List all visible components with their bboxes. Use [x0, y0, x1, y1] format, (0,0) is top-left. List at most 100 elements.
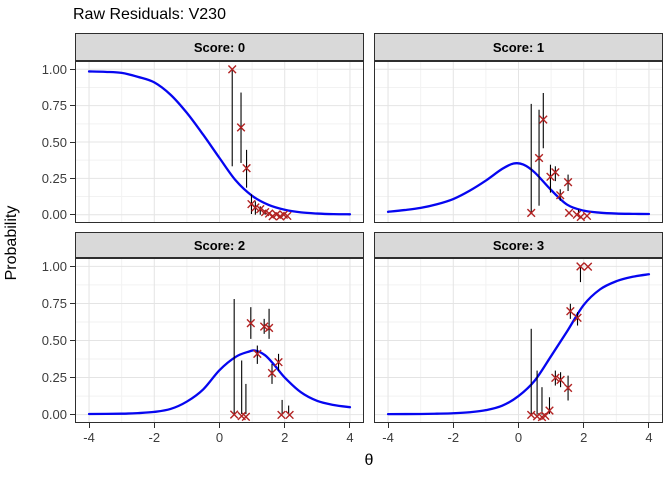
- x-marker-stroke: [279, 210, 289, 220]
- observed-point-marker: [583, 262, 593, 272]
- x-marker-stroke: [255, 204, 265, 214]
- y-tick-mark: [70, 68, 75, 70]
- observed-point-marker: [274, 357, 283, 367]
- observed-point-marker: [538, 115, 548, 124]
- observed-point-marker: [255, 204, 265, 214]
- x-marker-stroke: [251, 203, 260, 212]
- facet-strip-label: Score: 1: [492, 39, 545, 55]
- y-tick-mark: [70, 414, 75, 416]
- y-tick-label: 1.00: [41, 61, 67, 77]
- x-marker-stroke: [277, 410, 286, 420]
- y-axis-title: Probability: [3, 205, 20, 281]
- observed-point-marker: [563, 383, 573, 393]
- x-marker-stroke: [545, 406, 554, 415]
- facet-plot-panel: [374, 61, 663, 223]
- x-tick-label: -4: [382, 430, 394, 445]
- x-marker-stroke: [283, 211, 292, 221]
- x-marker-stroke: [534, 153, 544, 163]
- observed-point-marker: [242, 163, 251, 173]
- x-marker-stroke: [246, 318, 256, 328]
- plot-area-svg: [375, 259, 662, 422]
- x-marker-stroke: [259, 322, 269, 331]
- x-tick-label: -2: [148, 430, 161, 445]
- icc-curve: [386, 273, 651, 416]
- x-marker-stroke: [236, 123, 246, 132]
- facet-strip-label: Score: 2: [193, 237, 246, 253]
- y-tick-label: 0.00: [41, 407, 67, 423]
- observed-point-marker: [576, 262, 585, 271]
- observed-point-marker: [227, 64, 237, 74]
- x-marker-stroke: [564, 208, 574, 218]
- x-marker-stroke: [237, 411, 246, 421]
- x-tick-mark: [648, 423, 650, 428]
- x-tick-label: -4: [83, 430, 95, 445]
- x-marker-stroke: [572, 210, 582, 220]
- observed-point-marker: [253, 349, 262, 359]
- x-marker-stroke: [241, 412, 251, 422]
- observed-point-marker: [285, 410, 294, 420]
- x-tick-mark: [284, 423, 286, 428]
- x-marker-stroke: [556, 375, 565, 385]
- x-tick-label: 0: [215, 430, 224, 445]
- observed-point-marker: [267, 368, 277, 378]
- observed-point-marker: [259, 322, 269, 331]
- y-tick-mark: [70, 214, 75, 216]
- x-tick-label: 2: [281, 430, 289, 445]
- facet-strip: Score: 1: [374, 33, 663, 61]
- facet-strip: Score: 2: [75, 232, 364, 258]
- x-marker-stroke: [573, 313, 582, 323]
- x-tick-label: 2: [580, 430, 588, 445]
- facet-strip-label: Score: 3: [492, 237, 545, 253]
- x-marker-stroke: [242, 163, 251, 173]
- observed-point-marker: [241, 412, 251, 422]
- x-marker-stroke: [526, 208, 536, 218]
- observed-point-marker: [566, 306, 575, 316]
- icc-curve: [87, 349, 352, 416]
- x-tick-mark: [452, 423, 454, 428]
- facet-strip-label: Score: 0: [193, 39, 246, 55]
- x-marker-stroke: [576, 212, 586, 222]
- x-marker-stroke: [264, 323, 274, 333]
- x-marker-stroke: [267, 368, 277, 378]
- y-tick-mark: [70, 265, 75, 267]
- facet-plot-panel: [75, 61, 364, 223]
- plot-area-svg: [375, 62, 662, 222]
- y-tick-mark: [70, 105, 75, 107]
- observed-point-marker: [264, 323, 274, 333]
- observed-point-marker: [564, 208, 574, 218]
- observed-point-marker: [526, 208, 536, 218]
- y-tick-label: 0.50: [41, 333, 67, 348]
- x-tick-mark: [583, 423, 585, 428]
- x-marker-stroke: [538, 115, 548, 124]
- plot-area-svg: [76, 259, 363, 422]
- y-tick-mark: [70, 302, 75, 304]
- observed-point-marker: [277, 410, 286, 420]
- y-tick-label: 0.50: [41, 134, 67, 150]
- x-tick-mark: [219, 423, 220, 428]
- observed-point-marker: [236, 123, 246, 132]
- y-tick-label: 0.75: [41, 98, 67, 114]
- x-marker-stroke: [555, 190, 565, 200]
- observed-point-marker: [545, 406, 554, 415]
- y-tick-label: 0.75: [41, 295, 67, 311]
- x-marker-stroke: [272, 210, 281, 219]
- y-tick-mark: [70, 340, 75, 341]
- observed-point-marker: [551, 373, 560, 383]
- x-marker-stroke: [227, 64, 237, 74]
- observed-point-marker: [251, 203, 260, 212]
- plot-area-svg: [76, 62, 363, 222]
- x-marker-stroke: [551, 373, 560, 383]
- x-marker-stroke: [576, 262, 585, 271]
- x-tick-label: 4: [645, 430, 653, 445]
- x-tick-label: 0: [514, 430, 523, 445]
- x-tick-mark: [88, 423, 90, 428]
- x-marker-stroke: [563, 177, 573, 187]
- facet-strip: Score: 3: [374, 232, 663, 258]
- x-tick-mark: [518, 423, 519, 428]
- y-tick-label: 0.00: [41, 207, 67, 223]
- x-marker-stroke: [583, 262, 593, 272]
- x-tick-mark: [349, 423, 351, 428]
- observed-point-marker: [551, 167, 560, 177]
- x-marker-stroke: [229, 410, 239, 419]
